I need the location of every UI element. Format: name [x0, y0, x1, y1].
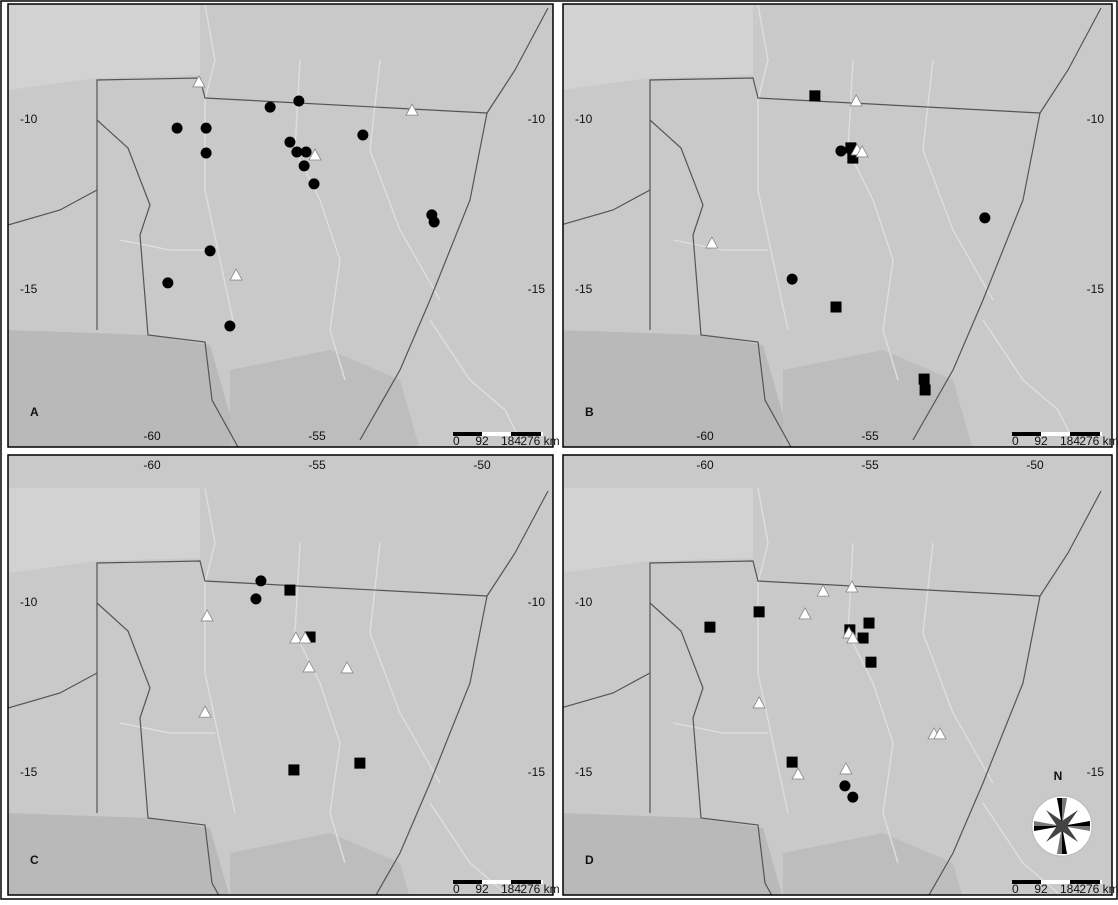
scale-bar-label: 276 km — [520, 434, 559, 448]
scale-bar-label: 0 — [453, 434, 460, 448]
map-panel — [8, 455, 553, 900]
locality-square — [284, 585, 295, 596]
scale-bar-label: 276 km — [1079, 434, 1118, 448]
latitude-label: -15 — [20, 282, 38, 296]
locality-circle — [299, 160, 310, 171]
locality-circle — [787, 274, 798, 285]
panel-letter: B — [585, 405, 594, 419]
longitude-label: -50 — [1026, 458, 1044, 472]
latitude-label: -15 — [528, 765, 546, 779]
scale-bar-label: 0 — [1012, 434, 1019, 448]
longitude-label: -60 — [696, 429, 714, 443]
longitude-label: -55 — [861, 429, 879, 443]
scale-bar-label: 0 — [1012, 882, 1019, 896]
locality-circle — [284, 137, 295, 148]
locality-square — [288, 764, 299, 775]
longitude-label: -50 — [473, 458, 491, 472]
locality-circle — [839, 780, 850, 791]
locality-square — [754, 606, 765, 617]
locality-square — [704, 622, 715, 633]
latitude-label: -15 — [1087, 282, 1105, 296]
latitude-label: -10 — [20, 112, 38, 126]
locality-circle — [293, 95, 304, 106]
locality-square — [787, 757, 798, 768]
locality-circle — [250, 593, 261, 604]
locality-circle — [265, 102, 276, 113]
locality-square — [858, 633, 869, 644]
latitude-label: -10 — [1087, 112, 1105, 126]
scale-bar-label: 92 — [475, 434, 489, 448]
latitude-label: -15 — [20, 765, 38, 779]
latitude-label: -10 — [528, 595, 546, 609]
longitude-label: -55 — [308, 429, 326, 443]
locality-square — [864, 618, 875, 629]
locality-circle — [301, 146, 312, 157]
map-panel — [561, 455, 1112, 900]
locality-circle — [255, 575, 266, 586]
locality-circle — [162, 277, 173, 288]
latitude-label: -15 — [575, 765, 593, 779]
map-panel — [8, 4, 553, 450]
scale-bar-label: 184 — [1060, 882, 1080, 896]
locality-circle — [309, 178, 320, 189]
latitude-label: -15 — [1087, 765, 1105, 779]
scale-bar-label: 184 — [501, 882, 521, 896]
compass-north-label: N — [1054, 769, 1063, 783]
scale-bar-label: 184 — [1060, 434, 1080, 448]
panel-letter: A — [30, 405, 39, 419]
latitude-label: -15 — [528, 282, 546, 296]
longitude-label: -60 — [696, 458, 714, 472]
latitude-label: -15 — [575, 282, 593, 296]
scale-bar-label: 184 — [501, 434, 521, 448]
latitude-label: -10 — [575, 112, 593, 126]
longitude-label: -55 — [861, 458, 879, 472]
locality-circle — [172, 123, 183, 134]
scale-bar-label: 92 — [1034, 434, 1048, 448]
locality-circle — [205, 245, 216, 256]
panel-letter: D — [585, 853, 594, 867]
locality-circle — [429, 217, 440, 228]
latitude-label: -10 — [575, 595, 593, 609]
longitude-label: -60 — [143, 429, 161, 443]
figure: -10-15-10-15-60-55A092184276 km-10-15-10… — [0, 0, 1118, 900]
locality-square — [919, 374, 930, 385]
longitude-label: -60 — [143, 458, 161, 472]
locality-square — [831, 302, 842, 313]
locality-square — [865, 657, 876, 668]
locality-square — [920, 384, 931, 395]
latitude-label: -10 — [20, 595, 38, 609]
scale-bar-label: 276 km — [520, 882, 559, 896]
scale-bar-label: 92 — [475, 882, 489, 896]
locality-circle — [201, 123, 212, 134]
locality-circle — [835, 145, 846, 156]
locality-square — [354, 758, 365, 769]
locality-circle — [357, 129, 368, 140]
scale-bar-label: 92 — [1034, 882, 1048, 896]
longitude-label: -55 — [308, 458, 326, 472]
locality-circle — [201, 147, 212, 158]
scale-bar-label: 0 — [453, 882, 460, 896]
locality-square — [809, 90, 820, 101]
panel-letter: C — [30, 853, 39, 867]
locality-circle — [979, 212, 990, 223]
locality-circle — [224, 321, 235, 332]
scale-bar-label: 276 km — [1079, 882, 1118, 896]
locality-circle — [847, 792, 858, 803]
latitude-label: -10 — [528, 112, 546, 126]
map-panel — [561, 4, 1112, 450]
